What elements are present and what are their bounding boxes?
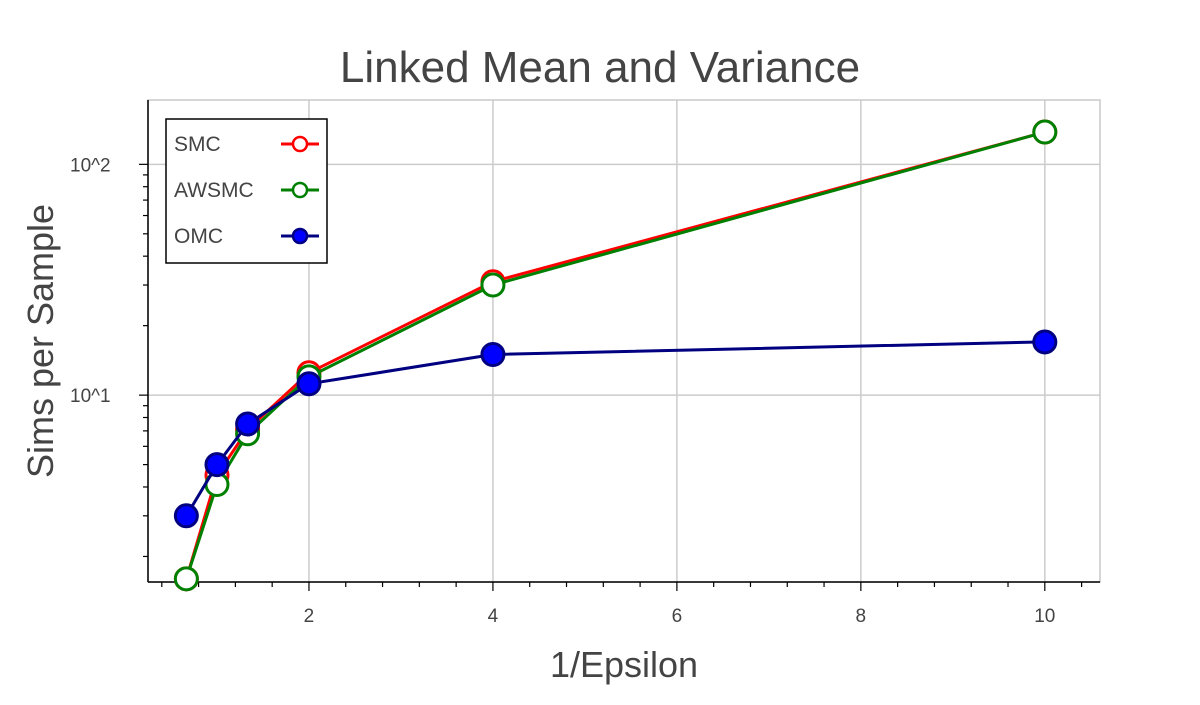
data-point-omc [480, 341, 506, 367]
x-tick-label: 10 [1034, 606, 1055, 627]
data-point-omc [173, 503, 199, 529]
data-point-omc [296, 371, 322, 397]
x-tick-label: 2 [304, 606, 315, 627]
x-axis-label: 1/Epsilon [550, 644, 698, 685]
y-axis-label: Sims per Sample [20, 204, 61, 478]
x-tick-label: 6 [672, 606, 683, 627]
y-tick-label: 10^2 [70, 155, 111, 176]
legend-label-smc: SMC [174, 133, 221, 156]
data-point-awsmc [173, 566, 199, 592]
legend-label-awsmc: AWSMC [174, 179, 254, 202]
legend: SMC AWSMC OMC [165, 118, 328, 264]
data-point-awsmc [1032, 119, 1058, 145]
legend-marker-smc [291, 135, 309, 153]
x-tick-label: 4 [488, 606, 499, 627]
data-point-omc [235, 411, 261, 437]
y-tick-label: 10^1 [70, 386, 111, 407]
data-point-omc [204, 452, 230, 478]
legend-marker-awsmc [291, 181, 309, 199]
data-point-omc [1032, 329, 1058, 355]
series-group [173, 119, 1058, 592]
data-point-awsmc [480, 272, 506, 298]
x-tick-label: 8 [856, 606, 867, 627]
chart-title: Linked Mean and Variance [340, 43, 860, 92]
legend-label-omc: OMC [174, 225, 223, 248]
legend-marker-omc [291, 227, 309, 245]
axes: 2 4 6 8 10 10^1 10^2 [70, 100, 1100, 627]
